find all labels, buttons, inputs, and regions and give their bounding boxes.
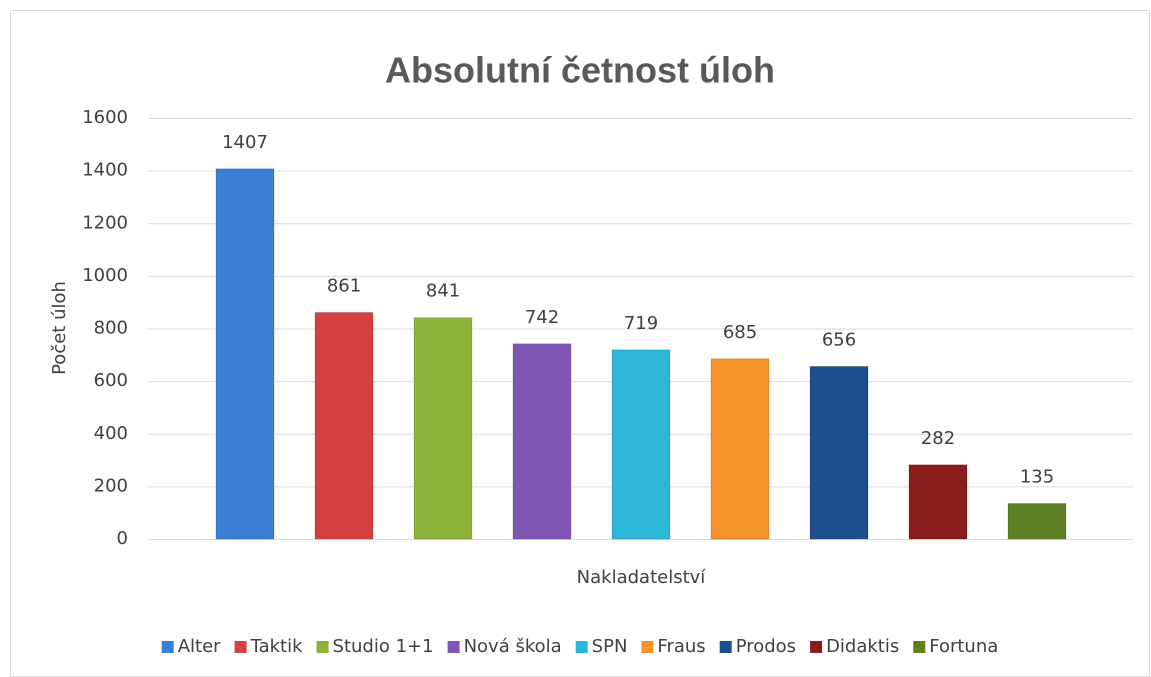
legend-label: Taktik [250,636,304,657]
legend-label: Prodos [736,636,796,657]
legend-swatch [161,641,174,653]
bar [413,317,473,540]
legend-swatch [913,641,926,653]
legend-label: Fortuna [929,636,998,657]
data-label: 282 [921,428,955,449]
legend-swatch [810,641,823,653]
bar [710,358,770,540]
bar [908,464,968,540]
legend-swatch [719,641,732,653]
y-tick-label: 600 [94,370,128,391]
legend-label: Alter [178,636,221,657]
legend-label: Nová škola [464,636,562,657]
y-tick-label: 800 [94,318,128,339]
bar [512,343,572,540]
legend: Alter Taktik Studio 1+1 Nová škola SPN Fraus P… [161,636,998,657]
y-tick-label: 1000 [82,265,128,286]
y-tick-label: 1600 [82,107,128,128]
legend-label: Fraus [657,636,705,657]
y-tick-label: 200 [94,475,128,496]
data-label: 742 [525,307,559,328]
data-label: 685 [723,322,757,343]
chart-title: Absolutní četnost úloh [385,50,775,91]
y-axis-title: Počet úloh [49,281,70,375]
data-label: 135 [1020,466,1054,487]
data-label: 841 [426,281,460,302]
legend-swatch [575,641,588,653]
data-label: 1407 [222,132,268,153]
x-axis-title: Nakladatelství [577,567,707,588]
legend-item: Taktik [234,636,304,657]
bar [809,365,869,540]
bar [314,311,374,540]
chart-frame [10,10,1150,677]
y-tick-label: 400 [94,423,128,444]
data-label: 656 [822,329,856,350]
legend-item: Alter [161,636,221,657]
legend-item: Fortuna [913,636,998,657]
legend-item: SPN [575,636,628,657]
bar [1007,502,1067,540]
y-tick-label: 1200 [82,212,128,233]
data-label: 861 [327,275,361,296]
legend-label: Studio 1+1 [333,636,434,657]
data-label: 719 [624,313,658,334]
legend-item: Nová škola [447,636,562,657]
bar [215,168,275,540]
legend-item: Prodos [719,636,796,657]
legend-item: Studio 1+1 [316,636,434,657]
legend-swatch [316,641,329,653]
bar [611,349,671,540]
legend-item: Didaktis [810,636,899,657]
legend-label: Didaktis [826,636,899,657]
y-tick-label: 1400 [82,160,128,181]
legend-item: Fraus [641,636,706,657]
legend-swatch [641,641,654,653]
legend-swatch [234,641,247,653]
legend-label: SPN [592,636,628,657]
legend-swatch [447,641,460,653]
y-tick-label: 0 [117,528,128,549]
